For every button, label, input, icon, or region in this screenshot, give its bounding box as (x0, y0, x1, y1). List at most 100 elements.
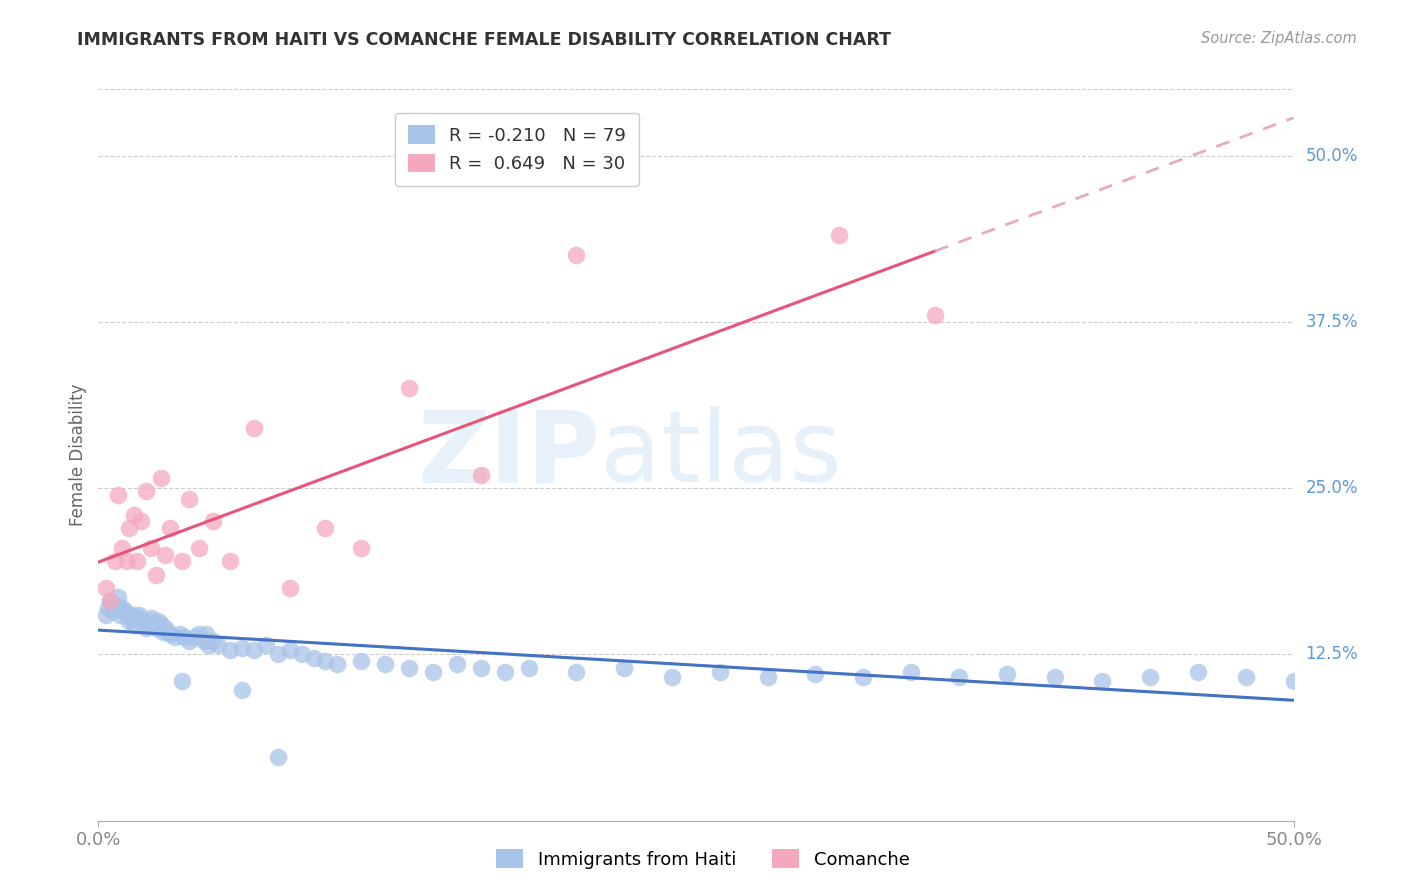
Point (398, 661, 420, 675)
Point (132, 616, 155, 631)
Point (179, 491, 201, 506)
Point (1091, 673, 1114, 688)
Point (207, 638, 229, 652)
Point (152, 624, 174, 639)
Point (111, 541, 134, 555)
Point (291, 648, 314, 662)
Point (98, 594, 122, 608)
Point (128, 607, 150, 622)
Point (139, 541, 162, 555)
Point (148, 621, 170, 635)
Point (156, 624, 179, 639)
Point (219, 643, 242, 657)
Point (101, 603, 124, 617)
Point (197, 638, 219, 652)
Legend: Immigrants from Haiti, Comanche: Immigrants from Haiti, Comanche (489, 842, 917, 876)
Point (138, 614, 160, 628)
Point (613, 661, 636, 675)
Point (94, 581, 117, 595)
Point (173, 630, 195, 644)
Point (828, 228, 851, 243)
Point (149, 470, 172, 484)
Point (350, 654, 373, 668)
Point (114, 603, 136, 617)
Point (278, 581, 301, 595)
Point (135, 483, 157, 498)
Point (494, 665, 516, 679)
Point (107, 488, 129, 502)
Point (756, 670, 779, 684)
Point (565, 248, 588, 262)
Point (302, 651, 325, 665)
Point (326, 657, 349, 671)
Point (709, 665, 731, 679)
Point (852, 670, 875, 684)
Point (104, 554, 127, 568)
Text: 37.5%: 37.5% (1306, 313, 1358, 331)
Point (172, 554, 194, 568)
Point (107, 600, 129, 615)
Point (315, 654, 337, 668)
Point (155, 621, 177, 635)
Point (187, 627, 209, 641)
Point (195, 627, 218, 641)
Point (243, 421, 266, 435)
Point (243, 643, 266, 657)
Point (398, 381, 420, 395)
Point (187, 541, 209, 555)
Point (148, 614, 170, 628)
Text: ZIP: ZIP (418, 407, 600, 503)
Point (315, 521, 337, 535)
Point (107, 591, 129, 605)
Point (995, 667, 1018, 681)
Point (131, 515, 153, 529)
Point (97, 600, 120, 615)
Point (115, 607, 138, 622)
Point (145, 621, 167, 635)
Text: 25.0%: 25.0% (1306, 479, 1358, 497)
Point (125, 554, 148, 568)
Point (94, 607, 117, 622)
Point (804, 667, 827, 681)
Point (131, 614, 153, 628)
Point (169, 627, 191, 641)
Y-axis label: Female Disability: Female Disability (69, 384, 87, 526)
Point (1043, 670, 1066, 684)
Point (193, 634, 215, 648)
Point (374, 657, 396, 671)
Point (350, 541, 373, 555)
Point (517, 661, 540, 675)
Point (1234, 670, 1257, 684)
Point (254, 638, 277, 652)
Text: atlas: atlas (600, 407, 842, 503)
Legend: R = -0.210   N = 79, R =  0.649   N = 30: R = -0.210 N = 79, R = 0.649 N = 30 (395, 113, 638, 186)
Point (446, 657, 468, 671)
Point (1187, 665, 1209, 679)
Point (98, 594, 122, 608)
Point (219, 554, 242, 568)
Point (149, 616, 172, 631)
Point (1139, 670, 1161, 684)
Point (202, 515, 225, 529)
Point (267, 648, 290, 662)
Point (111, 600, 134, 615)
Point (124, 616, 146, 631)
Point (108, 607, 131, 622)
Point (948, 670, 970, 684)
Point (267, 749, 290, 764)
Point (163, 630, 186, 644)
Point (155, 548, 177, 562)
Point (900, 665, 922, 679)
Point (118, 521, 141, 535)
Point (159, 521, 181, 535)
Point (124, 607, 146, 622)
Point (470, 661, 492, 675)
Point (183, 630, 205, 644)
Point (924, 308, 946, 322)
Point (278, 643, 301, 657)
Point (104, 598, 127, 612)
Point (470, 467, 492, 482)
Point (231, 640, 253, 655)
Text: 50.0%: 50.0% (1306, 146, 1358, 165)
Point (179, 634, 201, 648)
